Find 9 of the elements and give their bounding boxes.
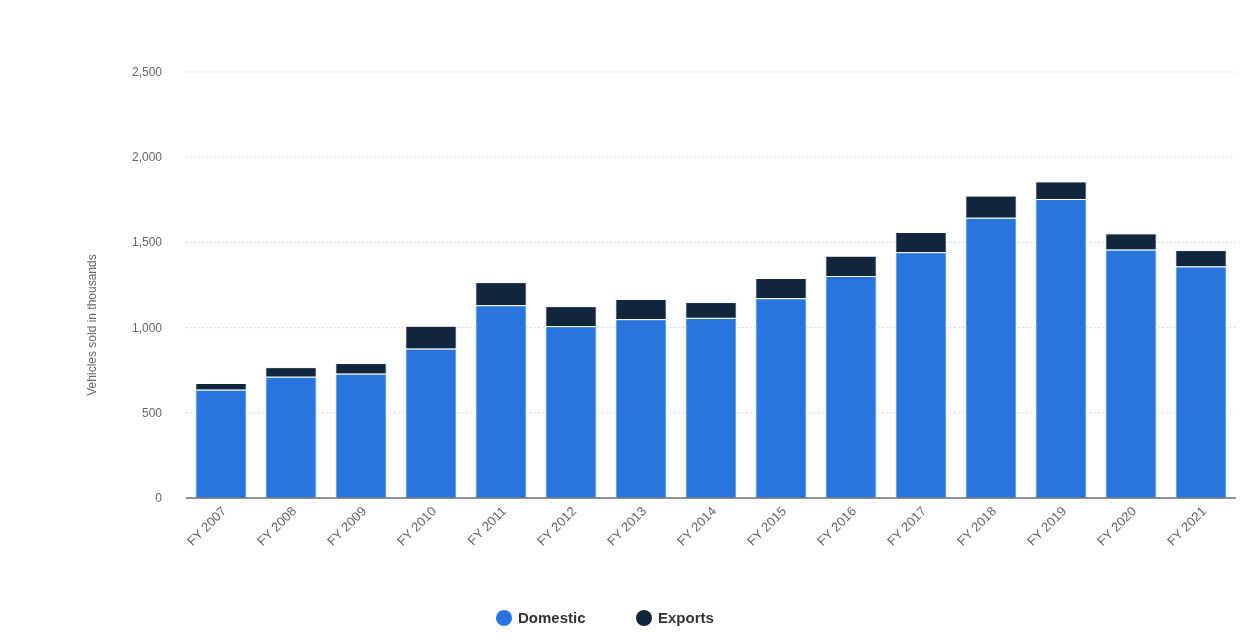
y-tick-label: 1,500 [131, 235, 163, 250]
y-tick-label: 1,000 [131, 320, 163, 335]
legend-label: Domestic [518, 609, 586, 626]
y-tick-label: 500 [141, 405, 163, 420]
y-tick-label: 0 [155, 491, 163, 505]
y-axis-title: Vehicles sold in thousands [85, 254, 99, 396]
y-tick-label: 2,000 [131, 150, 163, 165]
legend-label: Exports [658, 609, 714, 626]
y-tick-label: 2,500 [131, 65, 163, 79]
